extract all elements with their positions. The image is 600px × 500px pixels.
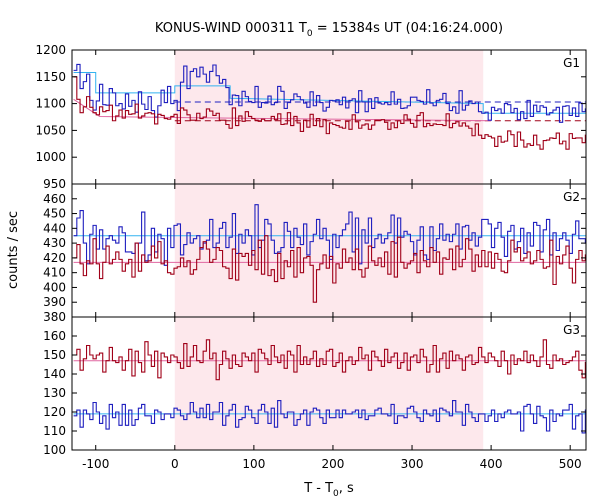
g3-frame [71, 316, 587, 451]
g2-panel-label: G2 [563, 190, 580, 204]
g2-y-tick-label: 420 [43, 251, 66, 265]
g3-y-tick-label: 120 [43, 405, 66, 419]
g2-y-tick-label: 390 [43, 295, 66, 309]
x-tick-label: 300 [401, 457, 424, 471]
chart-title: KONUS-WIND 000311 T0 = 15384s UT (04:16:… [155, 21, 503, 39]
g1-y-tick-label: 1100 [35, 97, 66, 111]
g3-y-tick-label: 160 [43, 329, 66, 343]
g2-y-tick-label: 430 [43, 236, 66, 250]
g1-y-tick-label: 1200 [35, 43, 66, 57]
g3-y-tick-label: 150 [43, 348, 66, 362]
x-axis-label: T - T0, s [303, 481, 354, 499]
g3-series-red [73, 339, 586, 381]
y-axis-label: counts / sec [6, 211, 21, 289]
g2-y-tick-label: 460 [43, 192, 66, 206]
g1-y-tick-label: 1000 [35, 150, 66, 164]
g2-y-tick-label: 410 [43, 266, 66, 280]
g3-panel-label: G3 [563, 323, 580, 337]
x-tick-label: 500 [559, 457, 582, 471]
g3-y-tick-label: 140 [43, 367, 66, 381]
g3-y-tick-label: 100 [43, 443, 66, 457]
x-tick-label: 400 [480, 457, 503, 471]
x-tick-label: 100 [242, 457, 265, 471]
panels-group: 95010001050110011501200G1380390400410420… [35, 43, 587, 471]
g1-series-blue [73, 63, 586, 123]
g2-y-tick-label: 450 [43, 207, 66, 221]
g1-fit-cyan [73, 72, 586, 114]
x-tick-label: 200 [322, 457, 345, 471]
g2-series-red [73, 235, 586, 303]
g1-panel-label: G1 [563, 56, 580, 70]
x-tick-label: 0 [171, 457, 179, 471]
g1-y-tick-label: 1050 [35, 123, 66, 137]
g1-y-tick-label: 1150 [35, 70, 66, 84]
g2-y-tick-label: 440 [43, 221, 66, 235]
g3-y-tick-label: 110 [43, 424, 66, 438]
x-tick-label: -100 [82, 457, 109, 471]
g3-y-tick-label: 130 [43, 386, 66, 400]
g1-series-red [73, 76, 586, 150]
g1-fit-pink [73, 98, 492, 122]
g1-y-tick-label: 950 [43, 177, 66, 191]
g2-y-tick-label: 400 [43, 280, 66, 294]
g3-series-blue [73, 400, 586, 434]
g2-series-blue [73, 204, 586, 266]
g2-y-tick-label: 380 [43, 310, 66, 324]
